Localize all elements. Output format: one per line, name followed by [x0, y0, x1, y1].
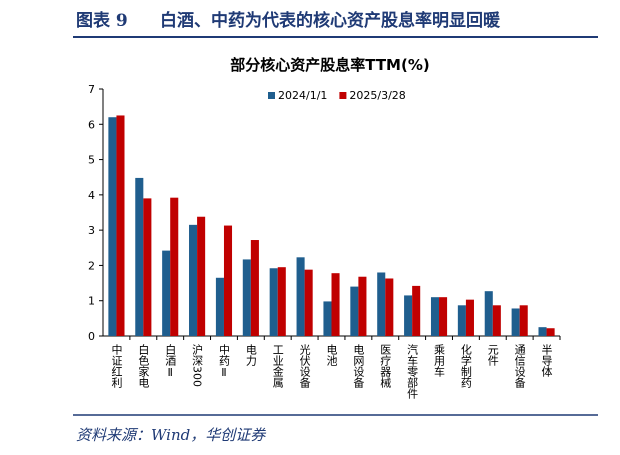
- bar: [484, 291, 493, 336]
- chart-title: 部分核心资产股息率TTM(%): [230, 56, 429, 74]
- bar: [304, 269, 313, 336]
- bar: [215, 277, 224, 336]
- bar: [296, 257, 305, 336]
- x-tick-label: 中药Ⅱ: [217, 344, 230, 379]
- bar: [538, 327, 547, 336]
- x-tick-label: 半导体: [540, 343, 553, 377]
- x-tick-label: 电网设备: [352, 344, 365, 389]
- legend-label: 2025/3/28: [349, 89, 405, 102]
- bar: [223, 225, 233, 336]
- y-tick-label: 2: [88, 259, 95, 272]
- bar: [250, 240, 259, 336]
- x-tick-label: 乘用车: [433, 344, 446, 378]
- x-tick-label: 电池: [325, 344, 338, 366]
- x-tick-label: 白色家电: [137, 343, 150, 388]
- figure-title: 白酒、中药为代表的核心资产股息率明显回暖: [160, 10, 501, 31]
- bar: [331, 273, 340, 336]
- bar: [385, 278, 394, 336]
- source: 资料来源：Wind，华创证券: [76, 426, 266, 444]
- bar: [430, 297, 440, 336]
- bar: [242, 259, 251, 336]
- bar: [404, 295, 413, 336]
- x-tick-label: 化学制药: [459, 343, 472, 389]
- legend-swatch: [339, 92, 347, 99]
- y-tick-label: 3: [88, 224, 95, 237]
- figure-label: 图表 9: [76, 10, 128, 31]
- bar: [439, 297, 448, 336]
- bar: [511, 308, 520, 336]
- x-tick-label: 工业金属: [271, 344, 284, 389]
- y-tick-label: 7: [88, 83, 95, 96]
- legend-swatch: [268, 92, 275, 99]
- bar: [492, 305, 501, 336]
- bar: [377, 272, 386, 336]
- y-tick-label: 4: [88, 189, 95, 202]
- bar: [143, 198, 152, 336]
- y-tick-label: 5: [88, 154, 95, 167]
- bar: [323, 301, 332, 336]
- x-tick-label: 中证红利: [110, 344, 123, 388]
- bar: [135, 177, 144, 336]
- bar: [269, 268, 278, 336]
- x-tick-label: 电力: [244, 344, 257, 366]
- x-tick-label: 元件: [486, 344, 499, 367]
- x-tick-label: 医疗器械: [379, 344, 392, 389]
- bar: [189, 224, 198, 336]
- bar: [170, 197, 179, 336]
- bar: [412, 285, 421, 336]
- x-tick-label: 通信设备: [513, 344, 526, 389]
- bar: [519, 305, 528, 336]
- y-tick-label: 0: [88, 330, 95, 343]
- bar: [108, 117, 117, 336]
- bar: [162, 250, 171, 336]
- legend-label: 2024/1/1: [278, 89, 327, 102]
- x-tick-label: 沪深300: [191, 343, 204, 387]
- bar: [546, 328, 555, 336]
- y-tick-label: 6: [88, 118, 95, 131]
- x-tick-label: 光伏设备: [298, 343, 311, 389]
- bar: [457, 305, 466, 336]
- x-tick-label: 白酒Ⅱ: [164, 343, 177, 379]
- bar: [197, 216, 206, 336]
- bar: [116, 115, 125, 336]
- x-tick-label: 汽车零部件: [406, 343, 419, 400]
- bar: [277, 267, 286, 336]
- y-tick-label: 1: [88, 295, 95, 308]
- bar: [358, 276, 367, 336]
- bar: [350, 286, 359, 336]
- bar: [465, 299, 474, 336]
